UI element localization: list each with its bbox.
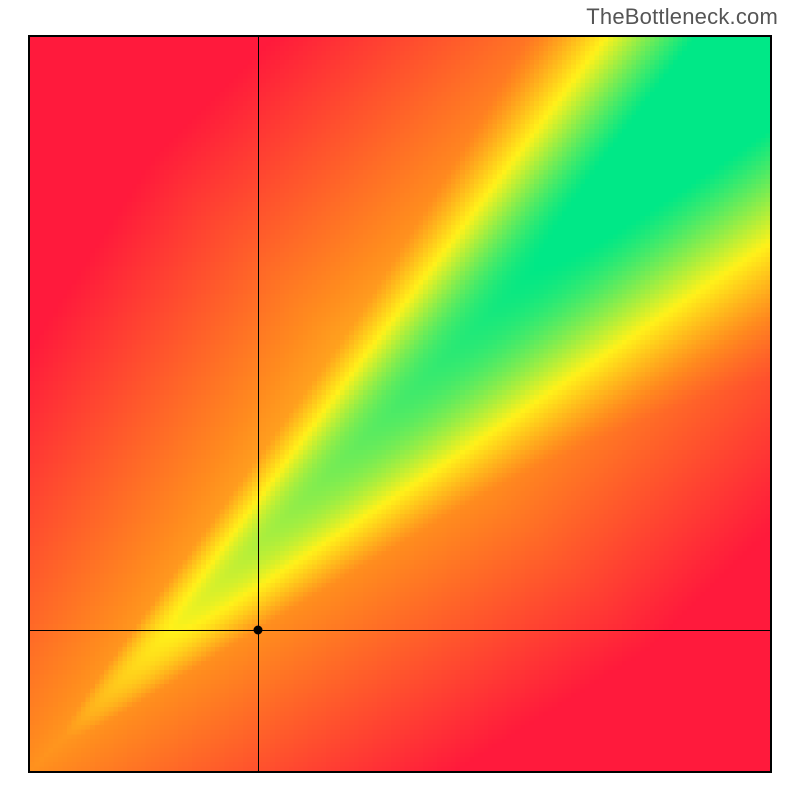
watermark: TheBottleneck.com [586, 4, 778, 30]
crosshair-horizontal-line [30, 630, 770, 631]
crosshair-marker-dot [253, 626, 262, 635]
bottleneck-heatmap [30, 37, 770, 771]
plot-area [28, 35, 772, 773]
crosshair-vertical-line [258, 37, 259, 771]
